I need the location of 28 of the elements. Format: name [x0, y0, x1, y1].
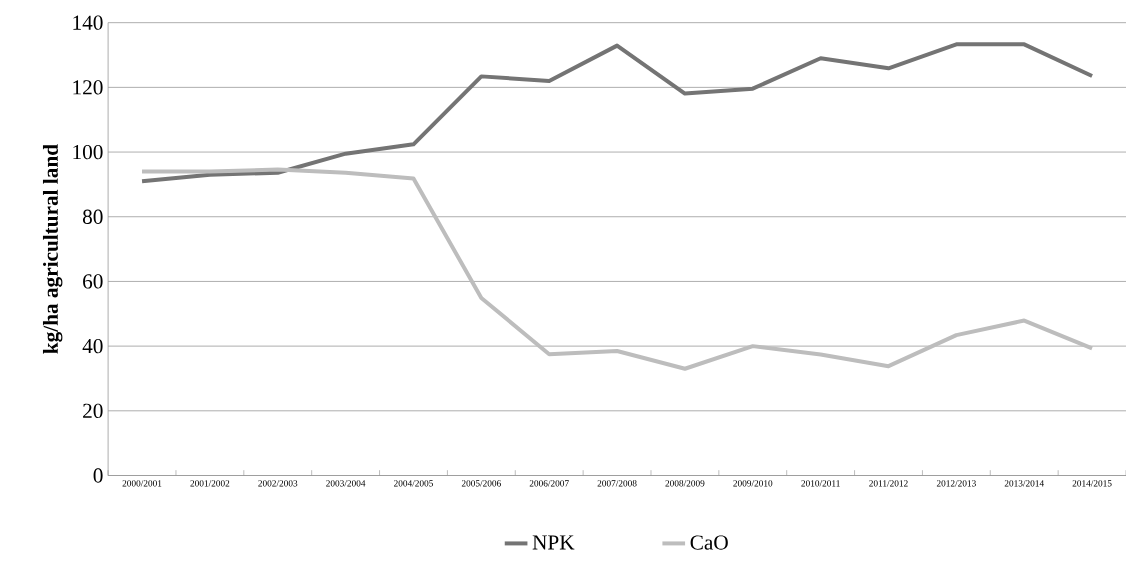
y-tick-label: 100 — [73, 144, 103, 160]
x-tick-label: 2006/2007 — [529, 480, 569, 487]
y-tick-label: 80 — [82, 209, 103, 224]
x-tick-label: 2007/2008 — [597, 480, 637, 487]
x-tick-label: 2010/2011 — [801, 480, 840, 487]
y-tick-label: 60 — [83, 274, 103, 289]
y-axis-title: kg/ha agricultural land — [42, 144, 63, 354]
y-tick-label: 0 — [93, 468, 103, 483]
x-tick-label: 2002/2003 — [258, 480, 298, 487]
x-tick-label: 2000/2001 — [122, 480, 162, 487]
y-tick-label: 140 — [73, 15, 103, 30]
legend-label: NPK — [532, 535, 575, 550]
x-tick-label: 2004/2005 — [394, 480, 434, 487]
x-tick-label: 2009/2010 — [733, 480, 773, 487]
x-tick-label: 2001/2002 — [190, 480, 230, 487]
y-tick-label: 20 — [83, 403, 103, 418]
legend-label: CaO — [690, 535, 728, 550]
x-tick-label: 2005/2006 — [461, 480, 501, 487]
x-tick-label: 2012/2013 — [936, 480, 976, 487]
x-tick-label: 2003/2004 — [326, 480, 366, 487]
y-tick-label: 120 — [73, 80, 103, 95]
y-tick-label: 40 — [82, 338, 103, 354]
x-tick-label: 2013/2014 — [1004, 480, 1044, 487]
line-series — [140, 167, 1095, 371]
line-series — [140, 42, 1095, 184]
x-tick-label: 2011/2012 — [869, 480, 908, 487]
x-tick-label: 2014/2015 — [1072, 480, 1112, 487]
x-tick-label: 2008/2009 — [665, 480, 705, 487]
